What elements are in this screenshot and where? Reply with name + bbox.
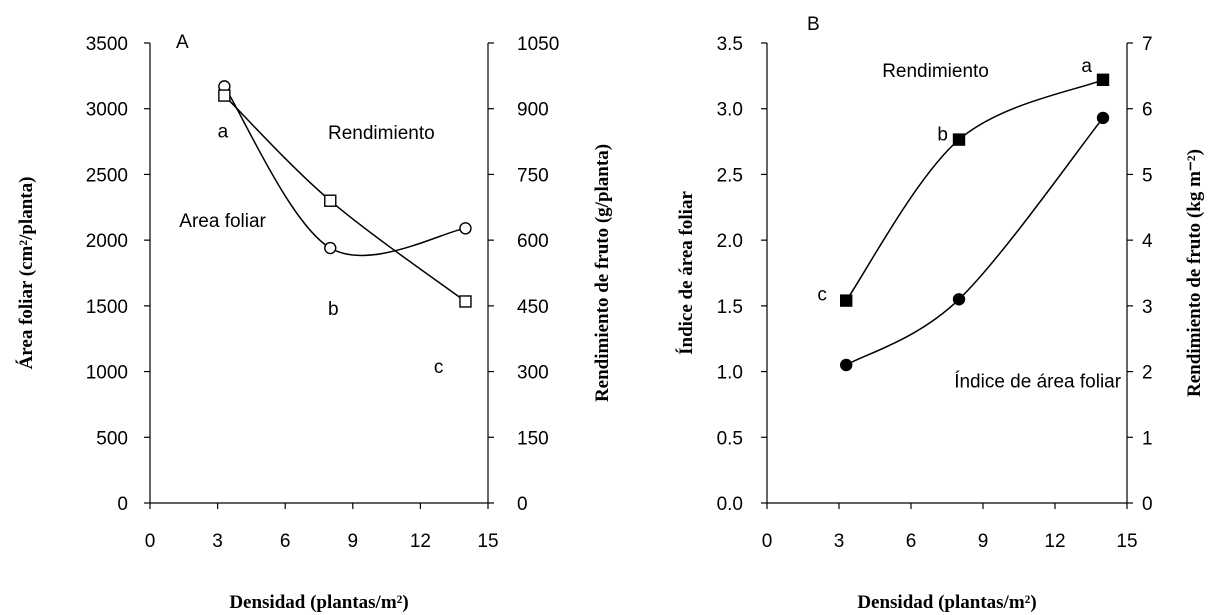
- panel-label: A: [176, 32, 189, 53]
- annotation: c: [817, 285, 827, 306]
- x-axis-title: Densidad (plantas/m²): [229, 592, 408, 613]
- data-point: [459, 295, 472, 308]
- y-left-tick-label: 0.0: [717, 494, 743, 515]
- y-left-tick-label: 2500: [86, 165, 128, 186]
- y-left-tick-label: 2.0: [717, 231, 743, 252]
- x-tick-label: 12: [1044, 531, 1065, 552]
- annotation: b: [937, 124, 948, 145]
- data-point: [459, 222, 472, 235]
- x-tick-label: 9: [348, 531, 359, 552]
- y-right-tick-label: 3: [1142, 297, 1153, 318]
- x-tick-label: 15: [1116, 531, 1137, 552]
- data-point: [952, 133, 966, 146]
- y-left-tick-label: 0: [117, 494, 128, 515]
- x-tick-label: 15: [477, 531, 498, 552]
- y-right-tick-label: 0: [1142, 494, 1153, 515]
- data-point: [1096, 73, 1110, 87]
- data-point: [324, 241, 337, 255]
- x-tick-label: 6: [906, 531, 917, 552]
- annotation: Rendimiento: [328, 123, 435, 144]
- x-tick-label: 6: [280, 531, 291, 552]
- y-right-axis-title: Rendimiento de fruto (g/planta): [592, 144, 613, 402]
- y-left-tick-label: 3000: [86, 100, 128, 121]
- y-right-tick-label: 750: [517, 165, 549, 186]
- y-left-tick-label: 3.5: [717, 34, 743, 55]
- panel-a: 0500100015002000250030003500015030045060…: [15, 32, 613, 613]
- y-left-tick-label: 1500: [86, 297, 128, 318]
- annotation: Rendimiento: [882, 61, 989, 82]
- x-axis-title: Densidad (plantas/m²): [857, 592, 1036, 613]
- y-left-axis-title: Índice de área foliar: [675, 191, 697, 355]
- x-tick-label: 0: [762, 531, 773, 552]
- y-left-axis-title: Área foliar (cm²/planta): [15, 177, 37, 370]
- data-point: [218, 89, 231, 102]
- x-tick-label: 0: [145, 531, 156, 552]
- annotation: Area foliar: [179, 211, 266, 232]
- y-right-tick-label: 2: [1142, 363, 1153, 384]
- annotation: c: [434, 357, 444, 378]
- y-right-tick-label: 150: [517, 428, 549, 449]
- y-right-tick-label: 4: [1142, 231, 1153, 252]
- annotation: Índice de área foliar: [954, 371, 1122, 392]
- data-point: [952, 293, 966, 306]
- series-line: [845, 117, 1104, 366]
- x-tick-label: 3: [212, 531, 223, 552]
- annotation: a: [1081, 56, 1092, 77]
- y-left-tick-label: 1.0: [717, 363, 743, 384]
- y-left-tick-label: 3.0: [717, 100, 743, 121]
- y-right-tick-label: 1: [1142, 428, 1153, 449]
- y-left-tick-label: 2000: [86, 231, 128, 252]
- data-point: [840, 358, 853, 372]
- y-right-tick-label: 6: [1142, 100, 1153, 121]
- y-right-tick-label: 900: [517, 100, 549, 121]
- x-tick-label: 12: [410, 531, 431, 552]
- y-left-tick-label: 1000: [86, 363, 128, 384]
- y-right-tick-label: 7: [1142, 34, 1153, 55]
- y-left-tick-label: 2.5: [717, 165, 743, 186]
- y-right-axis-title: Rendimiento de fruto (kg m⁻²): [1184, 149, 1205, 397]
- y-right-tick-label: 1050: [517, 34, 559, 55]
- x-tick-label: 3: [834, 531, 845, 552]
- y-right-tick-label: 600: [517, 231, 549, 252]
- annotation: b: [328, 299, 339, 320]
- data-point: [840, 294, 853, 307]
- x-tick-label: 9: [978, 531, 989, 552]
- y-right-tick-label: 450: [517, 297, 549, 318]
- y-left-tick-label: 0.5: [717, 428, 743, 449]
- series-line: [845, 79, 1104, 302]
- y-right-tick-label: 5: [1142, 165, 1153, 186]
- y-left-tick-label: 500: [96, 428, 128, 449]
- data-point: [1096, 111, 1110, 125]
- y-left-tick-label: 1.5: [717, 297, 743, 318]
- data-point: [324, 194, 337, 207]
- panel-label: B: [807, 14, 820, 35]
- y-left-tick-label: 3500: [86, 34, 128, 55]
- annotation: a: [218, 122, 229, 143]
- y-right-tick-label: 0: [517, 494, 528, 515]
- y-right-tick-label: 300: [517, 363, 549, 384]
